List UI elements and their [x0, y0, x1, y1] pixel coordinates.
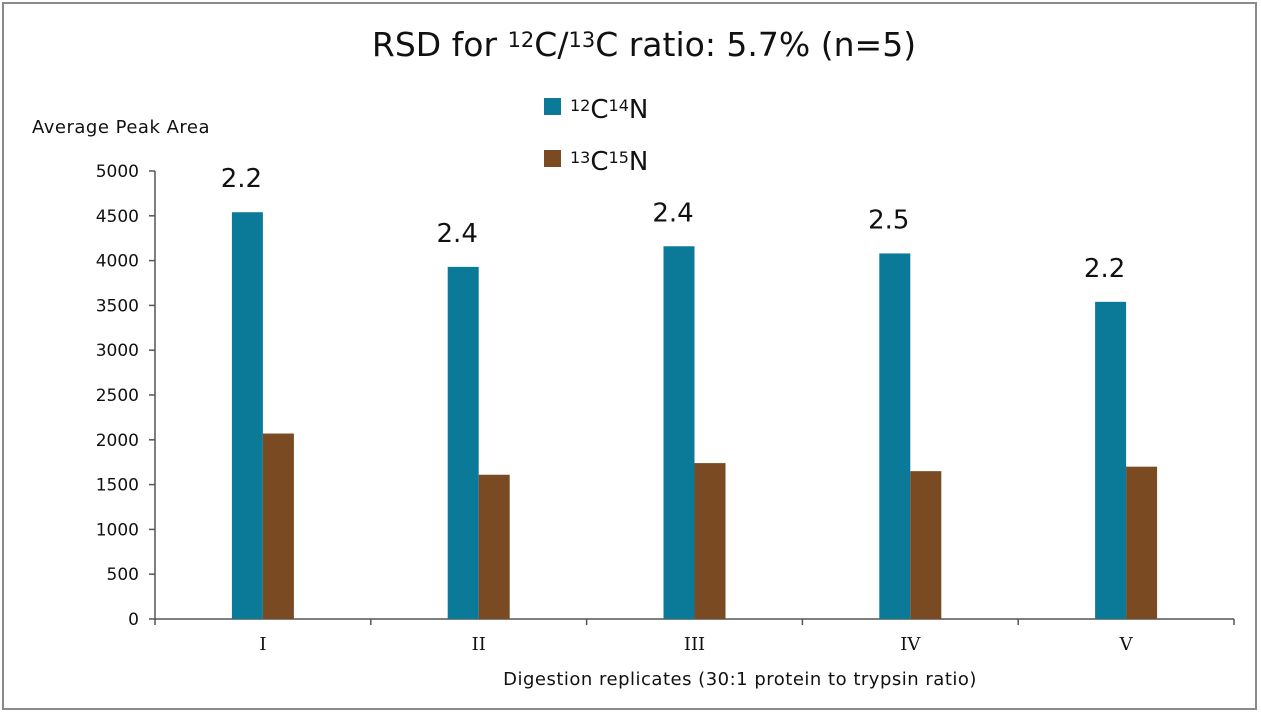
legend-label-13c15n: 13C15N: [570, 147, 648, 177]
x-tick-label: I: [259, 634, 266, 655]
x-tick-label: IV: [900, 634, 921, 655]
bar-13c15n-ii: [478, 474, 510, 619]
y-tick-label: 3000: [96, 341, 139, 361]
y-tick-label: 4000: [96, 252, 139, 272]
x-tick-label: II: [472, 634, 486, 655]
bar-13c15n-i: [262, 433, 294, 619]
bar-12c14n-iii: [663, 246, 695, 619]
x-tick-label: V: [1119, 634, 1134, 655]
bar-12c14n-v: [1095, 301, 1127, 619]
y-tick-label: 1000: [96, 520, 139, 540]
x-tick-label: III: [684, 634, 705, 655]
bar-12c14n-ii: [447, 266, 479, 619]
bar-13c15n-v: [1126, 466, 1158, 619]
ratio-label-v: 2.2: [1084, 254, 1125, 284]
y-tick-label: 500: [107, 565, 139, 585]
y-tick-label: 2500: [96, 386, 139, 406]
y-tick-label: 0: [128, 610, 139, 630]
y-tick-label: 5000: [96, 162, 139, 182]
y-tick-label: 2000: [96, 431, 139, 451]
ratio-label-ii: 2.4: [437, 219, 478, 249]
legend-swatch-13c15n: [544, 150, 561, 167]
y-tick-label: 1500: [96, 476, 139, 496]
y-axis-label: Average Peak Area: [32, 117, 210, 138]
ratio-label-iii: 2.4: [652, 198, 693, 228]
ratio-label-i: 2.2: [221, 164, 262, 194]
plot-area: 0 500 1000 1500 2000 2500 3000 3500 4000 4500 5000…: [96, 162, 1235, 655]
chart-title: RSD for 12C/13C ratio: 5.7% (n=5): [372, 25, 916, 64]
legend: 12C14N 13C15N: [544, 95, 648, 177]
bar-12c14n-i: [231, 212, 263, 619]
legend-swatch-12c14n: [544, 98, 561, 115]
bar-12c14n-iv: [879, 253, 911, 619]
bar-13c15n-iii: [694, 463, 726, 619]
y-tick-label: 3500: [96, 296, 139, 316]
ratio-label-iv: 2.5: [868, 205, 909, 235]
x-axis-label: Digestion replicates (30:1 protein to tr…: [503, 669, 977, 690]
y-tick-label: 4500: [96, 207, 139, 227]
bar-13c15n-iv: [910, 471, 942, 619]
legend-label-12c14n: 12C14N: [570, 95, 648, 125]
